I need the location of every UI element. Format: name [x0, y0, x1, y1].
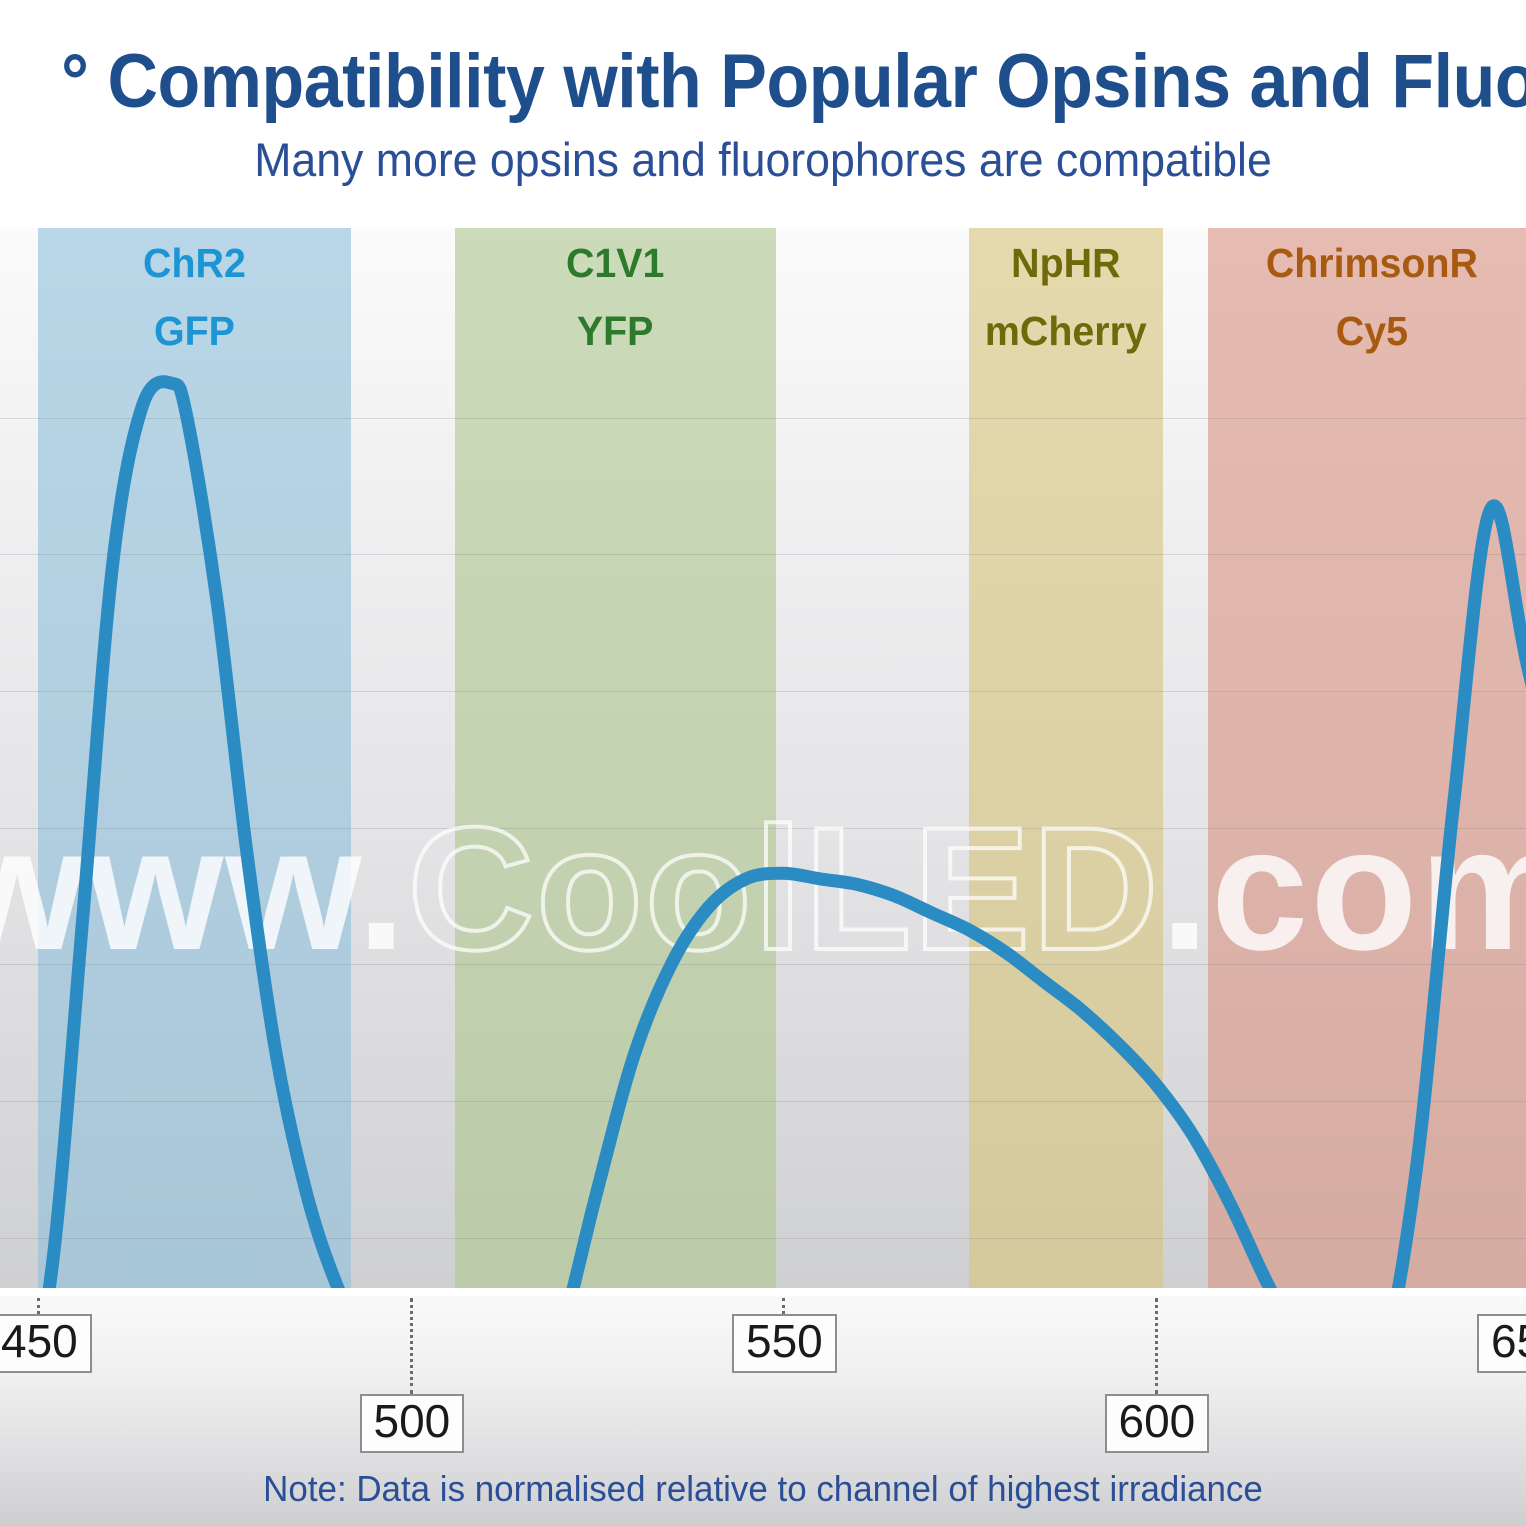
- band-label-chrimsonr: ChrimsonR Cy5: [1214, 243, 1526, 352]
- gridline: [0, 964, 1526, 965]
- gridline: [0, 1101, 1526, 1102]
- band-label-nphr: NpHR mCherry: [973, 243, 1159, 352]
- gridline: [0, 554, 1526, 555]
- band-label-chr2: ChR2 GFP: [44, 243, 344, 352]
- band-label-opsin: ChrimsonR: [1265, 240, 1478, 286]
- tick-leader-450: [37, 1298, 40, 1314]
- band-label-fluorophore: YFP: [577, 308, 654, 354]
- x-tick-label-550: 550: [732, 1314, 837, 1373]
- tick-leader-600: [1154, 1298, 1158, 1394]
- tick-leader-550: [782, 1298, 785, 1314]
- spectrum-curve: [42, 375, 1526, 1288]
- x-tick-label-600: 600: [1104, 1394, 1210, 1453]
- page-title: ° Compatibility with Popular Opsins and …: [61, 39, 1526, 124]
- band-label-opsin: C1V1: [566, 240, 665, 286]
- band-label-c1v1: C1V1 YFP: [462, 243, 770, 352]
- band-label-fluorophore: GFP: [153, 308, 235, 354]
- axis-top-edge: [0, 1292, 1526, 1296]
- wavelength-band-chrimsonr: [1207, 228, 1526, 1288]
- plot-area: www. CoolLED .com ChR2 GFP C1V1 YFP NpHR mCherr…: [0, 228, 1526, 1288]
- chart-note: Note: Data is normalised relative to cha…: [263, 1468, 1263, 1509]
- x-tick-label-450: 450: [0, 1314, 92, 1373]
- chart-header: ° Compatibility with Popular Opsins and …: [0, 0, 1526, 228]
- band-label-opsin: NpHR: [1011, 240, 1121, 286]
- x-tick-label-650: 650: [1477, 1314, 1526, 1373]
- tick-leader-500: [409, 1298, 413, 1394]
- gridline: [0, 418, 1526, 419]
- gridline: [0, 1238, 1526, 1239]
- gridline: [0, 828, 1526, 829]
- x-tick-label-500: 500: [359, 1394, 465, 1453]
- page-subtitle: Many more opsins and fluorophores are co…: [254, 133, 1272, 186]
- gridline: [0, 691, 1526, 692]
- wavelength-band-nphr: [969, 228, 1163, 1288]
- x-axis-area: 450 500 550 600 650 Note: Data is normalised…: [0, 1292, 1526, 1526]
- band-label-fluorophore: mCherry: [985, 308, 1148, 354]
- band-label-opsin: ChR2: [143, 240, 246, 286]
- band-label-fluorophore: Cy5: [1335, 308, 1408, 354]
